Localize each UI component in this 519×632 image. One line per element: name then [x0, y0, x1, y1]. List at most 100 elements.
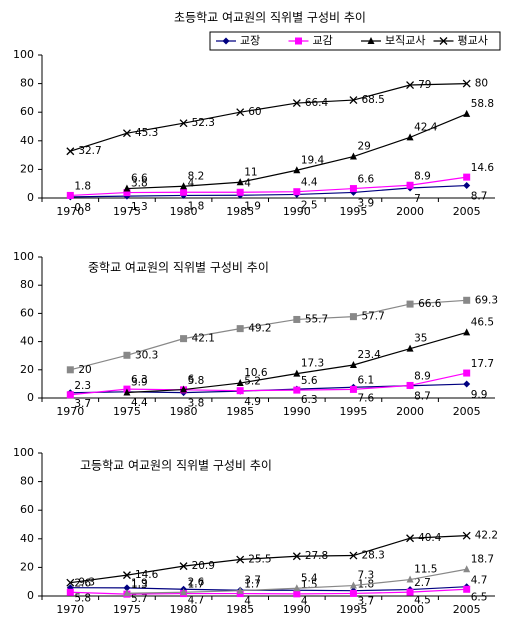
- value-label: 7: [414, 193, 421, 205]
- marker: [222, 37, 230, 45]
- value-label: 14.6: [471, 162, 495, 174]
- marker: [463, 109, 471, 117]
- marker: [463, 182, 471, 190]
- x-tick-label: 1970: [56, 405, 84, 418]
- value-label: 66.6: [418, 298, 442, 310]
- value-label: 4.4: [301, 177, 318, 189]
- legend-box: [209, 31, 501, 51]
- marker: [463, 585, 471, 593]
- value-label: 19.4: [301, 154, 325, 166]
- value-label: 10.6: [244, 367, 268, 379]
- y-tick-label: 80: [20, 475, 34, 488]
- marker: [293, 584, 301, 592]
- value-label: 20: [78, 364, 91, 376]
- x-tick-label: 1990: [283, 603, 311, 616]
- y-tick-label: 0: [27, 191, 34, 204]
- marker: [180, 188, 188, 196]
- value-label: 57.7: [361, 311, 384, 323]
- value-label: 32.7: [78, 145, 101, 157]
- value-label: 4: [244, 177, 251, 189]
- chart-title: 고등학교 여교원의 직위별 구성비 추이: [80, 459, 272, 473]
- marker: [180, 588, 188, 596]
- value-label: 42.2: [475, 530, 498, 542]
- x-tick-label: 1975: [113, 603, 141, 616]
- value-label: 23.4: [357, 349, 381, 361]
- marker: [349, 185, 357, 193]
- marker: [293, 590, 301, 598]
- value-label: 3.7: [74, 398, 91, 410]
- x-tick-label: 1975: [113, 205, 141, 218]
- marker: [123, 388, 131, 396]
- value-label: 3.9: [131, 377, 148, 389]
- marker: [349, 152, 357, 160]
- marker: [293, 166, 301, 174]
- marker: [236, 379, 244, 387]
- value-label: 8.7: [414, 391, 431, 403]
- value-label: 35: [414, 333, 427, 345]
- value-label: 40.4: [418, 532, 442, 544]
- marker: [180, 335, 188, 343]
- y-tick-label: 20: [20, 363, 34, 376]
- legend-label: 교장: [240, 34, 260, 47]
- marker: [123, 189, 131, 197]
- series-line: [70, 586, 467, 592]
- y-tick-label: 40: [20, 134, 34, 147]
- marker: [463, 565, 471, 573]
- marker: [406, 534, 415, 543]
- value-label: 7.3: [357, 570, 374, 582]
- marker: [236, 387, 244, 395]
- value-label: 3.7: [357, 596, 374, 608]
- value-label: 5.8: [188, 375, 205, 387]
- marker: [462, 531, 471, 540]
- value-label: 28.3: [361, 550, 384, 562]
- value-label: 8.9: [414, 370, 431, 382]
- marker: [463, 380, 471, 388]
- value-label: 4: [188, 177, 195, 189]
- marker: [180, 385, 188, 393]
- value-label: 79: [418, 79, 431, 91]
- x-tick-label: 1970: [56, 205, 84, 218]
- marker: [292, 99, 301, 108]
- value-label: 18.7: [471, 553, 494, 565]
- y-tick-label: 100: [13, 446, 34, 459]
- series-line: [70, 299, 467, 371]
- marker: [123, 589, 131, 597]
- value-label: 3.9: [357, 197, 374, 209]
- x-tick-label: 2005: [453, 603, 481, 616]
- marker: [236, 178, 244, 186]
- y-tick-label: 60: [20, 503, 34, 516]
- x-tick-label: 1995: [339, 405, 367, 418]
- value-label: 8.2: [188, 170, 205, 182]
- y-tick-label: 80: [20, 77, 34, 90]
- marker: [406, 588, 414, 596]
- value-label: 0.8: [74, 202, 91, 214]
- y-tick-label: 80: [20, 278, 34, 291]
- value-label: 55.7: [305, 313, 328, 325]
- marker: [180, 182, 188, 190]
- value-label: 2.6: [188, 576, 205, 588]
- marker: [349, 581, 357, 589]
- marker: [66, 191, 74, 199]
- value-label: 3.7: [244, 575, 261, 587]
- marker: [66, 366, 74, 374]
- marker: [66, 391, 74, 399]
- value-label: 4.5: [414, 595, 431, 607]
- marker: [236, 188, 244, 196]
- y-tick-label: 40: [20, 532, 34, 545]
- marker: [293, 188, 301, 196]
- value-label: 5.6: [301, 375, 318, 387]
- marker: [349, 313, 357, 321]
- x-tick-label: 2005: [453, 205, 481, 218]
- x-tick-label: 1995: [339, 603, 367, 616]
- value-label: 1.8: [188, 200, 205, 212]
- marker: [236, 586, 244, 594]
- value-label: 6: [188, 374, 195, 386]
- value-label: 2.3: [74, 380, 91, 392]
- value-label: 1.9: [131, 577, 148, 589]
- series-line: [70, 184, 467, 198]
- marker: [406, 133, 414, 141]
- legend-label: 보직교사: [385, 34, 425, 47]
- x-tick-label: 1980: [170, 205, 198, 218]
- marker: [292, 552, 301, 561]
